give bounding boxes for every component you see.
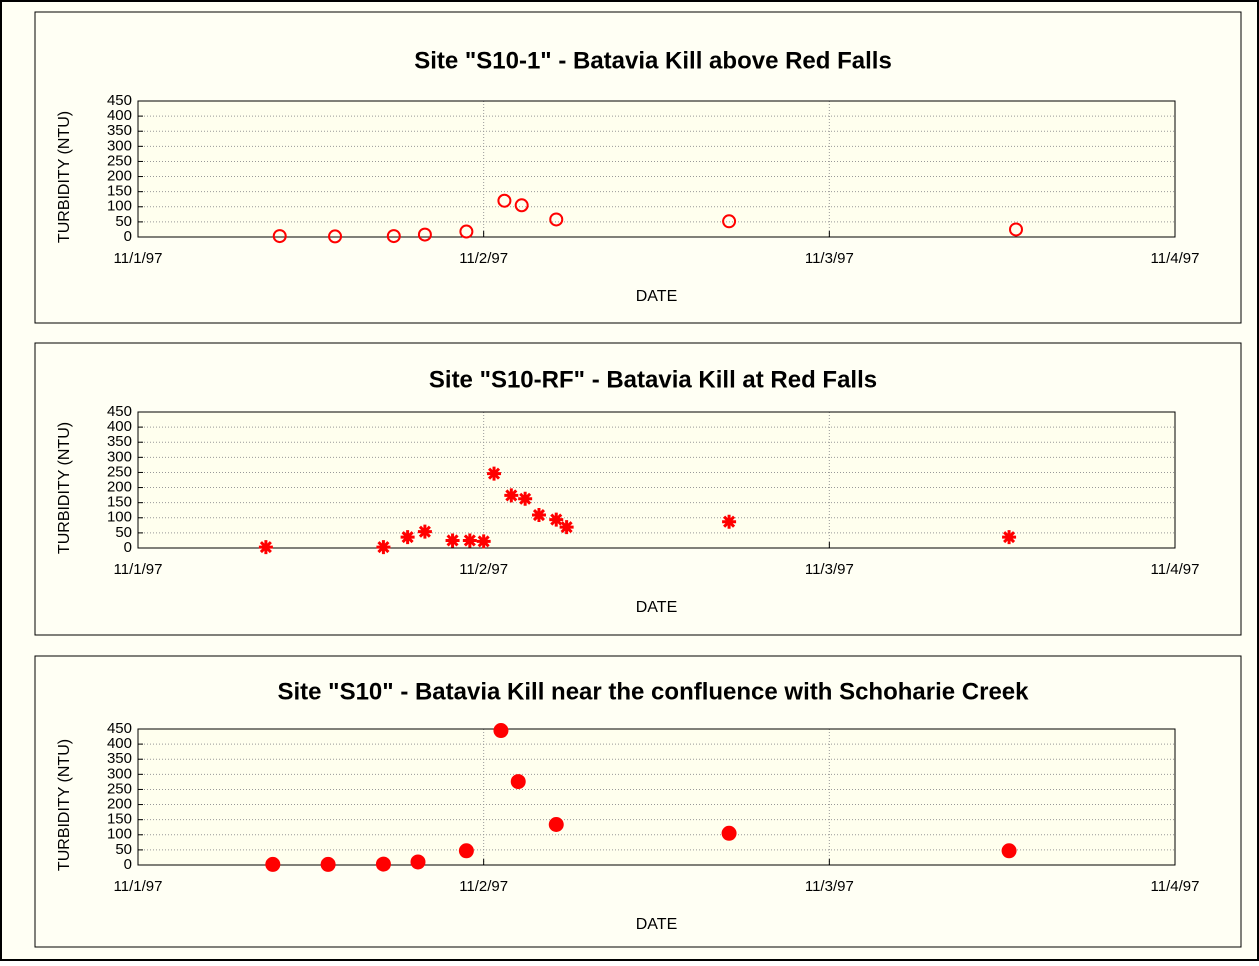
plot-frame <box>137 100 1176 238</box>
plot-area <box>138 412 1175 548</box>
x-tick-label: 11/1/97 <box>114 878 163 895</box>
data-point <box>549 512 564 527</box>
y-tick-label: 300 <box>107 448 132 465</box>
y-tick-label: 450 <box>107 403 132 420</box>
y-tick-label: 200 <box>107 796 132 813</box>
y-tick-label: 0 <box>124 228 132 245</box>
plot-frame <box>137 728 1176 866</box>
y-tick-label: 50 <box>115 524 132 541</box>
y-tick-label: 50 <box>115 213 132 230</box>
x-tick-label: 11/1/97 <box>114 250 163 267</box>
x-tick-label: 11/2/97 <box>459 561 508 578</box>
data-point <box>497 193 512 208</box>
y-tick-label: 400 <box>107 107 132 124</box>
data-point <box>548 817 564 833</box>
chart-title: Site "S10-RF" - Batavia Kill at Red Fall… <box>429 366 877 393</box>
data-point <box>531 508 546 523</box>
data-point <box>320 856 336 872</box>
x-tick-label: 11/2/97 <box>459 878 508 895</box>
chart-title: Site "S10" - Batavia Kill near the confl… <box>278 678 1030 705</box>
x-axis-label: DATE <box>636 599 677 616</box>
y-tick-label: 150 <box>107 494 132 511</box>
y-axis-label: TURBIDITY (NTU) <box>56 739 73 871</box>
data-point <box>487 466 502 481</box>
y-tick-label: 150 <box>107 183 132 200</box>
x-tick-label: 11/3/97 <box>805 878 854 895</box>
data-point <box>375 856 391 872</box>
y-tick-label: 200 <box>107 168 132 185</box>
data-point <box>272 229 287 244</box>
y-tick-label: 350 <box>107 122 132 139</box>
data-point <box>462 533 477 548</box>
y-tick-label: 300 <box>107 137 132 154</box>
y-tick-label: 450 <box>107 720 132 737</box>
data-point <box>722 214 737 229</box>
y-tick-label: 200 <box>107 479 132 496</box>
y-tick-label: 400 <box>107 735 132 752</box>
y-tick-label: 400 <box>107 418 132 435</box>
y-tick-label: 50 <box>115 841 132 858</box>
x-tick-label: 11/4/97 <box>1151 250 1200 267</box>
x-axis-label: DATE <box>636 288 677 305</box>
y-tick-label: 350 <box>107 433 132 450</box>
data-point <box>258 540 273 555</box>
data-point <box>417 227 432 242</box>
data-point <box>510 774 526 790</box>
data-point <box>493 723 509 739</box>
y-tick-label: 250 <box>107 152 132 169</box>
data-point <box>721 825 737 841</box>
data-point <box>722 514 737 529</box>
y-tick-label: 250 <box>107 780 132 797</box>
data-point <box>328 229 343 244</box>
data-point <box>376 540 391 555</box>
x-tick-label: 11/1/97 <box>114 561 163 578</box>
data-point <box>265 856 281 872</box>
y-tick-label: 100 <box>107 198 132 215</box>
data-point <box>1001 843 1017 859</box>
y-tick-label: 450 <box>107 92 132 109</box>
x-tick-label: 11/4/97 <box>1151 561 1200 578</box>
plot-area <box>138 729 1175 865</box>
data-point <box>549 212 564 227</box>
data-point <box>458 843 474 859</box>
data-point <box>518 491 533 506</box>
data-point <box>459 224 474 239</box>
x-axis-label: DATE <box>636 916 677 933</box>
chart-title: Site "S10-1" - Batavia Kill above Red Fa… <box>414 47 892 74</box>
y-tick-label: 100 <box>107 826 132 843</box>
x-tick-label: 11/3/97 <box>805 561 854 578</box>
y-tick-label: 100 <box>107 509 132 526</box>
y-tick-label: 0 <box>124 539 132 556</box>
y-tick-label: 0 <box>124 856 132 873</box>
y-axis-label: TURBIDITY (NTU) <box>56 111 73 243</box>
data-point <box>386 229 401 244</box>
data-point <box>504 488 519 503</box>
x-tick-label: 11/4/97 <box>1151 878 1200 895</box>
plot-frame <box>137 411 1176 549</box>
y-tick-label: 350 <box>107 750 132 767</box>
y-axis-label: TURBIDITY (NTU) <box>56 422 73 554</box>
data-point <box>514 198 529 213</box>
y-tick-label: 300 <box>107 765 132 782</box>
y-tick-label: 250 <box>107 463 132 480</box>
data-point <box>400 530 415 545</box>
data-point <box>417 524 432 539</box>
data-point <box>1002 530 1017 545</box>
data-point <box>476 534 491 549</box>
x-tick-label: 11/2/97 <box>459 250 508 267</box>
x-tick-label: 11/3/97 <box>805 250 854 267</box>
data-point <box>1008 222 1023 237</box>
data-point <box>559 520 574 535</box>
y-tick-label: 150 <box>107 811 132 828</box>
data-point <box>410 854 426 870</box>
data-point <box>445 533 460 548</box>
plot-area <box>138 101 1175 237</box>
